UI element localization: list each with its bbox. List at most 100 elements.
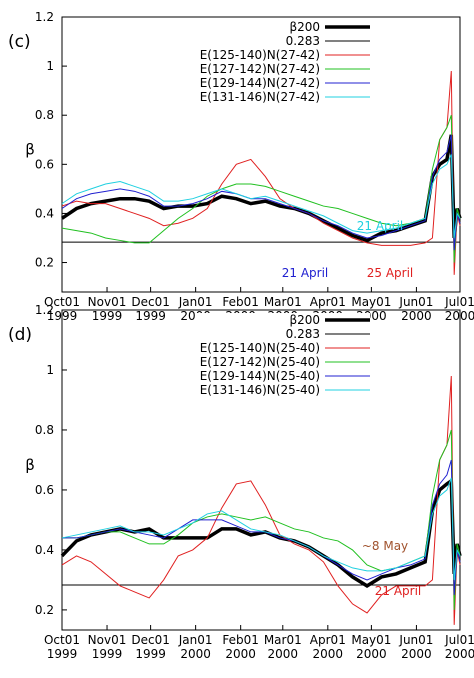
y-tick-label: 1.2	[35, 303, 54, 317]
x-tick-label-line: 2000	[401, 309, 432, 323]
x-tick-label-line: May01	[351, 295, 391, 309]
legend-label: 0.283	[286, 327, 320, 341]
legend-label: E(129-144)N(25-40)	[200, 369, 320, 383]
annotation: 21 April	[282, 266, 329, 280]
y-tick-label: 0.8	[35, 108, 54, 122]
legend-label: β200	[289, 313, 320, 327]
x-tick-label: Jun01 2000	[398, 633, 433, 661]
annotation: 25 April	[367, 266, 414, 280]
x-tick-label-line: Oct01	[44, 633, 80, 647]
x-tick-label: Dec01 1999	[131, 633, 170, 661]
legend-bg	[195, 327, 370, 341]
x-tick-label-line: 1999	[135, 647, 166, 661]
legend-bg	[195, 48, 370, 62]
legend-label: E(125-140)N(27-42)	[200, 48, 320, 62]
legend-label: β200	[289, 20, 320, 34]
x-tick-label: May01 2000	[351, 633, 391, 661]
legend-label: E(127-142)N(25-40)	[200, 355, 320, 369]
legend-bg	[195, 76, 370, 90]
x-tick-label: Jul01 2000	[444, 633, 474, 661]
legend-bg	[195, 90, 370, 104]
series-line	[61, 134, 461, 251]
x-tick-label: Dec01 1999	[131, 295, 170, 323]
x-tick-label-line: Jun01	[398, 633, 433, 647]
annotation: 21 April	[375, 584, 422, 598]
y-tick-label: 0.8	[35, 423, 54, 437]
legend-bg	[195, 383, 370, 397]
annotation: 21 April	[357, 219, 404, 233]
x-tick-label-line: Jul01	[444, 633, 474, 647]
x-tick-label: Nov01 1999	[88, 633, 127, 661]
series-line	[61, 154, 461, 239]
x-tick-label: Oct01 1999	[44, 633, 80, 661]
y-tick-label: 1	[46, 59, 54, 73]
x-tick-label-line: 2000	[180, 647, 211, 661]
legend-label: E(131-146)N(27-42)	[200, 90, 320, 104]
x-tick-label-line: 1999	[92, 647, 123, 661]
x-tick-label: Nov01 1999	[88, 295, 127, 323]
x-tick-label-line: 1999	[92, 309, 123, 323]
x-tick-label-line: 1999	[135, 309, 166, 323]
x-tick-label-line: 2000	[401, 647, 432, 661]
y-tick-label: 0.4	[35, 206, 54, 220]
y-tick-label: 1.2	[35, 10, 54, 24]
y-axis-label: β	[25, 456, 35, 474]
x-tick-label-line: Dec01	[131, 633, 170, 647]
legend-label: 0.283	[286, 34, 320, 48]
plot-frame	[61, 309, 461, 631]
y-axis-label: β	[25, 141, 35, 159]
legend-bg	[195, 341, 370, 355]
x-tick-label-line: 2000	[356, 647, 387, 661]
legend-bg	[195, 20, 370, 34]
x-tick-label-line: 2000	[268, 647, 299, 661]
legend-bg	[195, 355, 370, 369]
series-line	[61, 375, 461, 625]
y-tick-label: 0.2	[35, 256, 54, 270]
panel-label: (d)	[8, 325, 32, 345]
x-tick-label-line: Jan01	[178, 633, 213, 647]
x-tick-label-line: Jul01	[444, 295, 474, 309]
legend-label: E(131-146)N(25-40)	[200, 383, 320, 397]
legend-bg	[195, 34, 370, 48]
x-tick-label-line: Nov01	[88, 633, 127, 647]
series-line	[60, 477, 462, 588]
x-tick-label-line: Mar01	[264, 295, 302, 309]
x-tick-label-line: Nov01	[88, 295, 127, 309]
series-line	[62, 429, 461, 610]
x-tick-label-line: Mar01	[264, 633, 302, 647]
x-tick-label-line: Dec01	[131, 295, 170, 309]
series-line	[61, 477, 461, 580]
series-line	[62, 459, 461, 595]
x-tick-label-line: May01	[351, 633, 391, 647]
y-tick-label: 0.4	[35, 543, 54, 557]
x-tick-label-line: Jan01	[178, 295, 213, 309]
x-tick-label-line: Feb01	[222, 633, 259, 647]
legend-label: E(129-144)N(27-42)	[200, 76, 320, 90]
series-line	[61, 115, 461, 263]
legend-bg	[195, 313, 370, 327]
x-tick-label: Jun01 2000	[398, 295, 433, 323]
x-tick-label-line: 2000	[445, 309, 474, 323]
x-tick-label-line: Feb01	[222, 295, 259, 309]
x-tick-label-line: 2000	[225, 647, 256, 661]
x-tick-label: Jul01 2000	[444, 295, 474, 323]
y-tick-label: 0.6	[35, 157, 54, 171]
y-tick-label: 0.2	[35, 603, 54, 617]
legend-bg	[195, 62, 370, 76]
legend-label: E(125-140)N(25-40)	[200, 341, 320, 355]
x-tick-label-line: Apr01	[310, 633, 346, 647]
y-tick-label: 1	[46, 363, 54, 377]
x-tick-label-line: 2000	[313, 647, 344, 661]
annotation: ~8 May	[362, 539, 408, 553]
x-tick-label-line: 1999	[47, 647, 78, 661]
x-tick-label-line: Apr01	[310, 295, 346, 309]
panel-label: (c)	[8, 32, 31, 52]
plot-frame	[61, 16, 461, 293]
x-tick-label-line: Oct01	[44, 295, 80, 309]
x-tick-label-line: 2000	[445, 647, 474, 661]
